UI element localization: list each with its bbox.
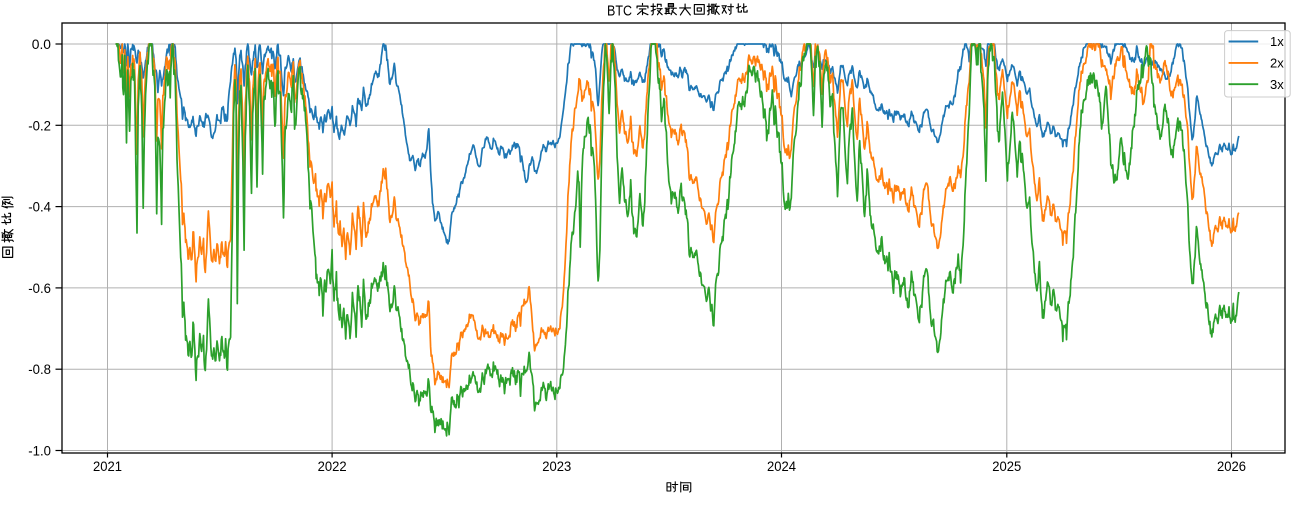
svg-text:-0.8: -0.8 <box>28 361 51 377</box>
svg-text:2025: 2025 <box>992 458 1021 474</box>
svg-text:-0.2: -0.2 <box>28 117 51 133</box>
svg-text:2026: 2026 <box>1217 458 1246 474</box>
svg-text:2023: 2023 <box>542 458 571 474</box>
svg-text:2024: 2024 <box>767 458 796 474</box>
svg-text:0.0: 0.0 <box>32 36 51 52</box>
svg-text:1x: 1x <box>1270 34 1284 49</box>
svg-text:-1.0: -1.0 <box>28 443 51 459</box>
svg-text:2x: 2x <box>1270 56 1284 71</box>
svg-text:2021: 2021 <box>93 458 122 474</box>
svg-text:BTC: BTC <box>607 3 632 20</box>
svg-text:-0.4: -0.4 <box>28 199 51 215</box>
svg-text:3x: 3x <box>1270 77 1284 92</box>
svg-text:-0.6: -0.6 <box>28 280 51 296</box>
svg-text:2022: 2022 <box>318 458 347 474</box>
